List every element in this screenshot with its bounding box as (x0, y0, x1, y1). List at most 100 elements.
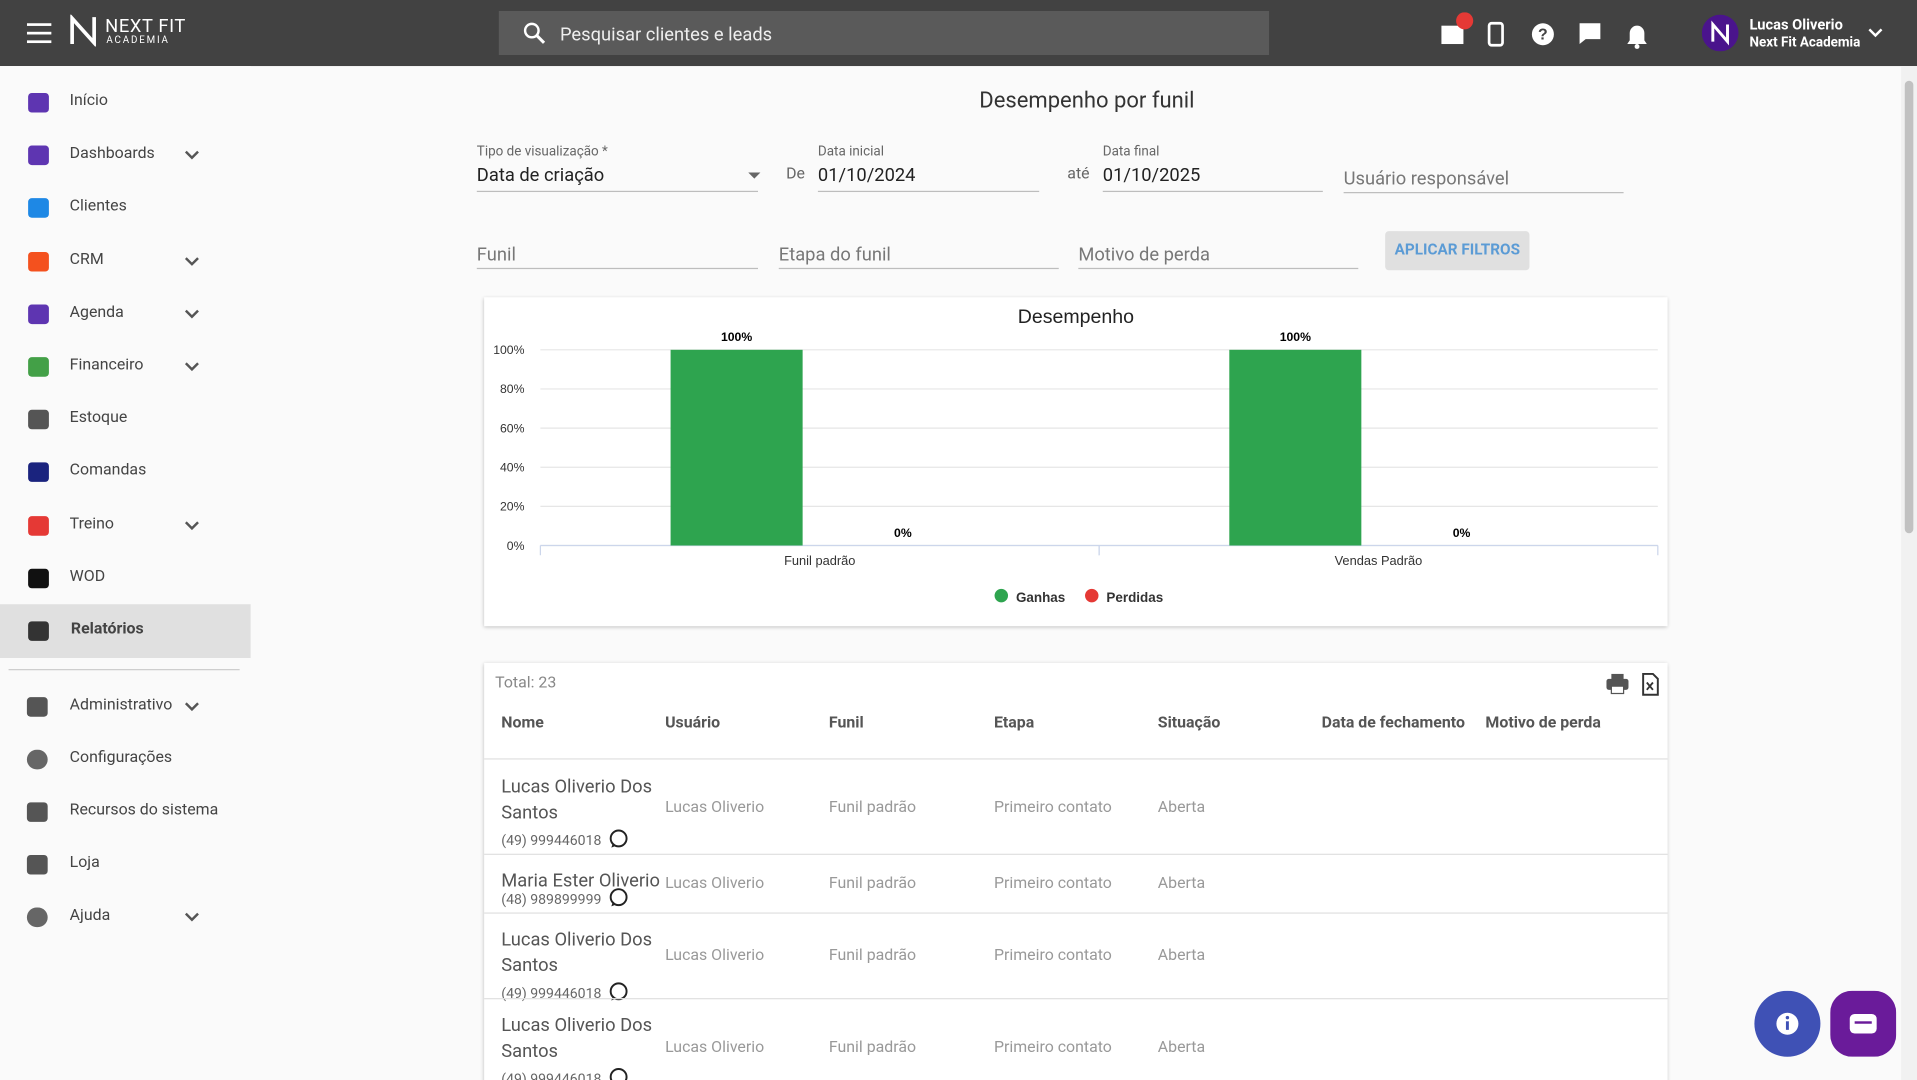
filter-view-label: Tipo de visualização * (476, 143, 608, 160)
avatar[interactable] (1701, 14, 1739, 52)
chevron[interactable] (184, 255, 200, 267)
client-phone: (49) 999446018 (501, 831, 602, 849)
legend-marker (1085, 588, 1099, 603)
client-name: Lucas Oliverio Dos Santos (501, 775, 653, 824)
menu-icon (26, 907, 48, 928)
search-placeholder: Pesquisar clientes e leads (559, 23, 773, 46)
info-button[interactable] (1753, 990, 1821, 1059)
chart-card: Desempenho 0% 20% 40% 60% 80% 100% Funil padrã… (484, 297, 1668, 627)
filter-from-word: De (786, 165, 805, 184)
menu-label: Clientes (69, 197, 127, 216)
user-org: Next Fit Academia (1749, 34, 1861, 51)
menu-label: Treino (69, 514, 114, 533)
cell-funnel: Funil padrão (828, 946, 917, 966)
menu-icon (28, 304, 49, 324)
menu-icon (28, 92, 49, 113)
chevron[interactable] (184, 911, 200, 923)
header-divider (484, 758, 1668, 760)
input-underline (778, 267, 1059, 270)
chevron[interactable] (184, 519, 200, 531)
legend-label: Ganhas (1016, 590, 1065, 605)
client-phone: (48) 989899999 (501, 890, 602, 908)
menu-icon (28, 568, 49, 589)
y-tick-label: 40% (500, 461, 525, 475)
data-label: 0% (894, 526, 912, 540)
chevron[interactable] (184, 701, 200, 713)
input-underline (817, 190, 1040, 193)
whatsapp-icon[interactable] (608, 887, 630, 909)
chevron[interactable] (184, 308, 200, 320)
export-icons[interactable] (1604, 671, 1660, 696)
cell-stage: Primeiro contato (993, 874, 1112, 893)
filter-loss-placeholder: Motivo de perda (1078, 243, 1211, 266)
header-icons[interactable]: ? (1437, 12, 1706, 54)
menu-label: Agenda (69, 303, 124, 322)
chevron[interactable] (184, 361, 200, 373)
divider (8, 669, 240, 671)
chevron[interactable] (184, 149, 200, 161)
filter-to-word: até (1067, 165, 1090, 184)
input-underline (476, 190, 758, 193)
y-tick-label: 100% (493, 343, 524, 357)
client-name: Lucas Oliverio Dos Santos (501, 1013, 653, 1062)
brand-sub: ACADEMIA (106, 34, 170, 46)
menu-icon[interactable] (26, 22, 54, 44)
menu-icon (26, 802, 48, 822)
x-tick-label: Vendas Padrão (1335, 553, 1423, 568)
menu-label: Administrativo (69, 695, 173, 715)
whatsapp-icon[interactable] (608, 981, 630, 1003)
user-menu-arrow[interactable] (1867, 27, 1884, 39)
chart: Desempenho 0% 20% 40% 60% 80% 100% Funil padrã… (493, 306, 1659, 605)
input-underline (1102, 190, 1323, 193)
filter-end-value: 01/10/2025 (1102, 163, 1201, 186)
column-header: Data de fechamento (1321, 714, 1465, 733)
menu-icon (28, 357, 49, 377)
cell-stage: Primeiro contato (993, 1038, 1112, 1057)
scroll-thumb[interactable] (1904, 80, 1914, 534)
menu-label: Ajuda (69, 906, 111, 925)
total-count: Total: 23 (495, 673, 557, 693)
input-underline (476, 267, 758, 270)
menu-label: Dashboards (69, 144, 155, 163)
menu-label: WOD (69, 567, 106, 586)
chat-button[interactable] (1830, 990, 1897, 1057)
menu-icon (28, 251, 49, 272)
menu-label: Comandas (69, 461, 147, 480)
scrollbar[interactable] (1901, 66, 1917, 1080)
cell-funnel: Funil padrão (828, 1038, 917, 1057)
cell-status: Aberta (1157, 798, 1206, 817)
data-label: 100% (721, 330, 752, 344)
search-box[interactable]: Pesquisar clientes e leads (498, 11, 1270, 56)
input-underline (1078, 267, 1359, 270)
x-tick-label: Funil padrão (784, 553, 855, 568)
y-tick-label: 0% (507, 539, 525, 553)
client-phone: (49) 999446018 (501, 984, 602, 1002)
sidebar: Início Dashboards Clientes CRM Agenda Finance… (0, 66, 251, 1080)
menu-icon (28, 621, 49, 641)
dropdown-arrow[interactable] (748, 172, 761, 179)
column-header: Funil (828, 714, 864, 733)
input-underline (1343, 192, 1624, 194)
menu-label: Configurações (69, 748, 173, 767)
cell-status: Aberta (1157, 1038, 1206, 1057)
cell-user: Lucas Oliverio (665, 798, 765, 817)
menu-label: CRM (69, 250, 104, 269)
table-card: Total: 23 Nome Usuário Funil Etapa Situação Da… (484, 662, 1668, 1080)
row-divider (484, 853, 1668, 855)
column-header: Motivo de perda (1485, 714, 1601, 733)
client-name: Lucas Oliverio Dos Santos (501, 928, 653, 977)
top-bar: NEXT FIT ACADEMIA Pesquisar clientes e l… (0, 0, 1917, 67)
cell-stage: Primeiro contato (993, 798, 1112, 817)
menu-icon (26, 697, 48, 717)
menu-label: Loja (69, 853, 100, 873)
y-tick-label: 20% (500, 500, 525, 514)
apply-button[interactable]: APLICAR FILTROS (1385, 231, 1530, 271)
filter-funnel-placeholder: Funil (476, 243, 516, 266)
column-header: Etapa (993, 714, 1035, 733)
menu-icon (28, 145, 49, 166)
whatsapp-icon[interactable] (608, 1067, 630, 1080)
bar (670, 349, 803, 546)
whatsapp-icon[interactable] (608, 828, 630, 850)
menu-icon (28, 515, 49, 536)
